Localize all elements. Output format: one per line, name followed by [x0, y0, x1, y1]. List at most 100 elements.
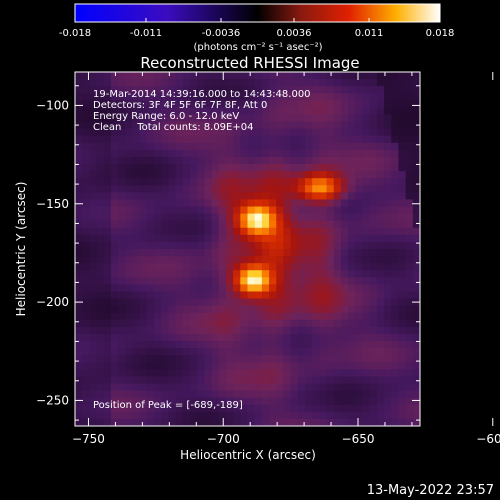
heatmap-cell [283, 241, 292, 250]
heatmap-cell [384, 404, 392, 413]
heatmap-cell [118, 156, 126, 165]
heatmap-cell [190, 72, 198, 80]
heatmap-cell [161, 319, 169, 328]
heatmap-cell [391, 114, 399, 122]
heatmap-cell [391, 128, 399, 137]
heatmap-cell [398, 93, 407, 101]
heatmap-cell [348, 355, 356, 363]
heatmap-cell [398, 249, 407, 257]
heatmap-cell [154, 249, 162, 257]
heatmap-cell [405, 333, 414, 342]
heatmap-cell [348, 348, 356, 356]
heatmap-cell [405, 397, 414, 406]
heatmap-cell [218, 142, 227, 151]
heatmap-cell [89, 390, 97, 399]
heatmap-cell [340, 369, 349, 377]
heatmap-cell [175, 390, 184, 399]
heatmap-cell [125, 355, 133, 363]
heatmap-cell [376, 418, 385, 426]
heatmap-cell [118, 86, 126, 94]
heatmap-cell [391, 284, 399, 292]
heatmap-cell [154, 355, 162, 363]
heatmap-cell [355, 107, 363, 115]
heatmap-cell [103, 348, 112, 356]
heatmap-cell [297, 355, 306, 363]
heatmap-cell [110, 241, 119, 250]
heatmap-cell [82, 284, 90, 292]
heatmap-cell [376, 341, 385, 349]
heatmap-cell [118, 114, 126, 122]
heatmap-cell [96, 220, 105, 229]
heatmap-cell [305, 79, 313, 87]
heatmap-cell [82, 234, 90, 243]
heatmap-cell [146, 171, 155, 179]
heatmap-cell [369, 206, 378, 214]
heatmap-cell [75, 341, 83, 349]
heatmap-cell [211, 107, 220, 115]
heatmap-cell [398, 107, 407, 115]
heatmap-cell [118, 312, 126, 321]
heatmap-cell [182, 149, 191, 158]
heatmap-cell [305, 142, 313, 151]
heatmap-cell [412, 404, 420, 413]
heatmap-cell [405, 79, 414, 87]
heatmap-cell [190, 241, 198, 250]
heatmap-cell [290, 369, 299, 377]
heatmap-cell [326, 284, 335, 292]
heatmap-cell [175, 362, 184, 370]
heatmap-cell [139, 362, 148, 370]
heatmap-cell [175, 284, 184, 292]
heatmap-cell [305, 312, 313, 321]
heatmap-cell [132, 355, 141, 363]
heatmap-cell [146, 213, 155, 222]
heatmap-cell [197, 79, 205, 87]
heatmap-cell [391, 164, 399, 172]
heatmap-cell [175, 411, 184, 420]
heatmap-cell [118, 199, 126, 207]
heatmap-cell [132, 333, 141, 342]
heatmap-cell [376, 319, 385, 328]
heatmap-cell [190, 256, 198, 264]
heatmap-cell [362, 249, 371, 257]
heatmap-cell [247, 149, 256, 158]
heatmap-cell [96, 199, 105, 207]
heatmap-cell [225, 249, 234, 257]
heatmap-cell [276, 333, 284, 342]
heatmap-cell [132, 411, 141, 420]
heatmap-cell [75, 86, 83, 94]
heatmap-cell [376, 376, 385, 384]
heatmap-cell [269, 376, 277, 384]
heatmap-cell [233, 348, 241, 356]
heatmap-cell [190, 86, 198, 94]
heatmap-cell [326, 411, 335, 420]
heatmap-cell [405, 362, 414, 370]
heatmap-cell [233, 298, 241, 307]
heatmap-cell [391, 341, 399, 349]
heatmap-cell [82, 72, 90, 80]
heatmap-cell [233, 100, 241, 108]
heatmap-cell [96, 369, 105, 377]
heatmap-cell [369, 312, 378, 321]
heatmap-cell [362, 156, 371, 165]
heatmap-cell [125, 135, 133, 144]
heatmap-cell [233, 86, 241, 94]
heatmap-cell [254, 256, 263, 264]
heatmap-cell [319, 178, 327, 186]
heatmap-cell [283, 234, 292, 243]
heatmap-cell [89, 333, 97, 342]
heatmap-cell [305, 411, 313, 420]
heatmap-cell [247, 227, 256, 236]
heatmap-cell [82, 411, 90, 420]
heatmap-cell [75, 355, 83, 363]
heatmap-cell [312, 383, 320, 391]
heatmap-cell [319, 135, 327, 144]
heatmap-cell [75, 107, 83, 115]
heatmap-cell [398, 418, 407, 426]
heatmap-cell [276, 135, 284, 144]
heatmap-cell [75, 178, 83, 186]
heatmap-cell [297, 369, 306, 377]
heatmap-cell [82, 305, 90, 314]
heatmap-cell [254, 376, 263, 384]
heatmap-cell [211, 93, 220, 101]
heatmap-cell [247, 418, 256, 426]
